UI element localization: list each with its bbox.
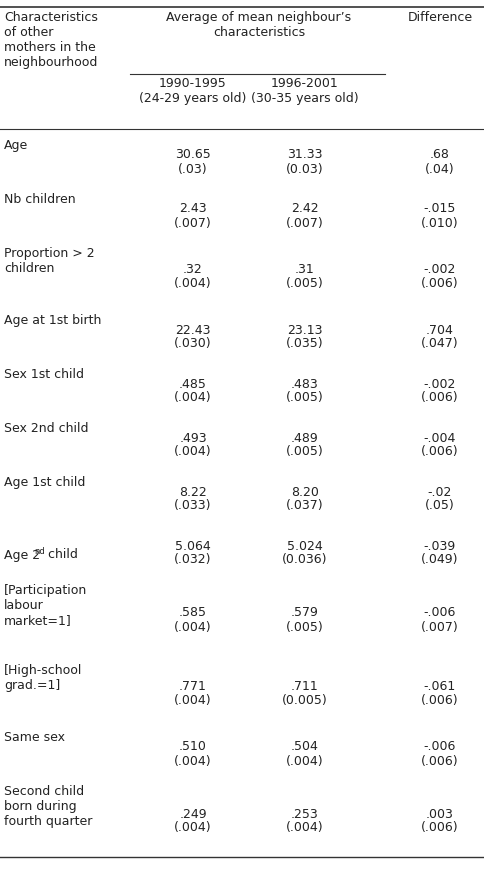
Text: (.004): (.004) (174, 821, 212, 835)
Text: [High-school
grad.=1]: [High-school grad.=1] (4, 664, 82, 692)
Text: (.030): (.030) (174, 338, 212, 350)
Text: nd: nd (34, 547, 45, 556)
Text: (.006): (.006) (421, 277, 459, 290)
Text: [Participation
labour
market=1]: [Participation labour market=1] (4, 584, 87, 627)
Text: .253: .253 (291, 807, 319, 821)
Text: (.047): (.047) (421, 338, 459, 350)
Text: (.004): (.004) (174, 621, 212, 634)
Text: .579: .579 (291, 606, 319, 620)
Text: 8.20: 8.20 (291, 485, 319, 499)
Text: -.002: -.002 (424, 263, 456, 276)
Text: (.049): (.049) (421, 554, 459, 566)
Text: Age 2: Age 2 (4, 549, 40, 562)
Text: -.004: -.004 (424, 431, 456, 444)
Text: (.04): (.04) (425, 163, 455, 175)
Text: 22.43: 22.43 (175, 324, 211, 337)
Text: 2.42: 2.42 (291, 203, 319, 215)
Text: Nb children: Nb children (4, 193, 76, 206)
Text: .483: .483 (291, 378, 319, 390)
Text: -.006: -.006 (424, 741, 456, 754)
Text: 31.33: 31.33 (287, 148, 323, 162)
Text: .68: .68 (430, 148, 450, 162)
Text: Average of mean neighbour’s
characteristics: Average of mean neighbour’s characterist… (166, 11, 351, 39)
Text: .32: .32 (183, 263, 203, 276)
Text: (.006): (.006) (421, 755, 459, 767)
Text: (.006): (.006) (421, 821, 459, 835)
Text: (0.036): (0.036) (282, 554, 328, 566)
Text: (.032): (.032) (174, 554, 212, 566)
Text: (.007): (.007) (286, 217, 324, 229)
Text: -.002: -.002 (424, 378, 456, 390)
Text: Characteristics
of other
mothers in the
neighbourhood: Characteristics of other mothers in the … (4, 11, 98, 69)
Text: Difference: Difference (408, 11, 472, 24)
Text: -.061: -.061 (424, 680, 456, 693)
Text: (.004): (.004) (174, 445, 212, 459)
Text: Proportion > 2
children: Proportion > 2 children (4, 247, 95, 275)
Text: 2.43: 2.43 (179, 203, 207, 215)
Text: (.005): (.005) (286, 445, 324, 459)
Text: (.010): (.010) (421, 217, 459, 229)
Text: (.037): (.037) (286, 500, 324, 512)
Text: (.007): (.007) (174, 217, 212, 229)
Text: (.006): (.006) (421, 445, 459, 459)
Text: .489: .489 (291, 431, 319, 444)
Text: Age: Age (4, 139, 28, 152)
Text: (0.03): (0.03) (286, 163, 324, 175)
Text: child: child (44, 549, 78, 562)
Text: -.039: -.039 (424, 540, 456, 552)
Text: (.033): (.033) (174, 500, 212, 512)
Text: Sex 2nd child: Sex 2nd child (4, 422, 89, 435)
Text: (.004): (.004) (286, 755, 324, 767)
Text: 1996-2001
(30-35 years old): 1996-2001 (30-35 years old) (251, 77, 359, 105)
Text: (.005): (.005) (286, 621, 324, 634)
Text: (.004): (.004) (174, 391, 212, 404)
Text: (.004): (.004) (174, 755, 212, 767)
Text: .504: .504 (291, 741, 319, 754)
Text: .485: .485 (179, 378, 207, 390)
Text: Age at 1st birth: Age at 1st birth (4, 314, 101, 327)
Text: .249: .249 (179, 807, 207, 821)
Text: -.015: -.015 (424, 203, 456, 215)
Text: (0.005): (0.005) (282, 694, 328, 707)
Text: Second child
born during
fourth quarter: Second child born during fourth quarter (4, 785, 92, 828)
Text: -.006: -.006 (424, 606, 456, 620)
Text: .003: .003 (426, 807, 454, 821)
Text: Age 1st child: Age 1st child (4, 476, 85, 489)
Text: .31: .31 (295, 263, 315, 276)
Text: (.05): (.05) (425, 500, 455, 512)
Text: .711: .711 (291, 680, 319, 693)
Text: (.004): (.004) (174, 277, 212, 290)
Text: 30.65: 30.65 (175, 148, 211, 162)
Text: 5.064: 5.064 (175, 540, 211, 552)
Text: 8.22: 8.22 (179, 485, 207, 499)
Text: 5.024: 5.024 (287, 540, 323, 552)
Text: (.004): (.004) (174, 694, 212, 707)
Text: (.035): (.035) (286, 338, 324, 350)
Text: Same sex: Same sex (4, 731, 65, 744)
Text: Sex 1st child: Sex 1st child (4, 368, 84, 381)
Text: -.02: -.02 (428, 485, 452, 499)
Text: (.005): (.005) (286, 391, 324, 404)
Text: (.006): (.006) (421, 391, 459, 404)
Text: 23.13: 23.13 (287, 324, 323, 337)
Text: .771: .771 (179, 680, 207, 693)
Text: (.03): (.03) (178, 163, 208, 175)
Text: (.005): (.005) (286, 277, 324, 290)
Text: (.007): (.007) (421, 621, 459, 634)
Text: .704: .704 (426, 324, 454, 337)
Text: .493: .493 (179, 431, 207, 444)
Text: (.006): (.006) (421, 694, 459, 707)
Text: .585: .585 (179, 606, 207, 620)
Text: 1990-1995
(24-29 years old): 1990-1995 (24-29 years old) (139, 77, 247, 105)
Text: (.004): (.004) (286, 821, 324, 835)
Text: .510: .510 (179, 741, 207, 754)
